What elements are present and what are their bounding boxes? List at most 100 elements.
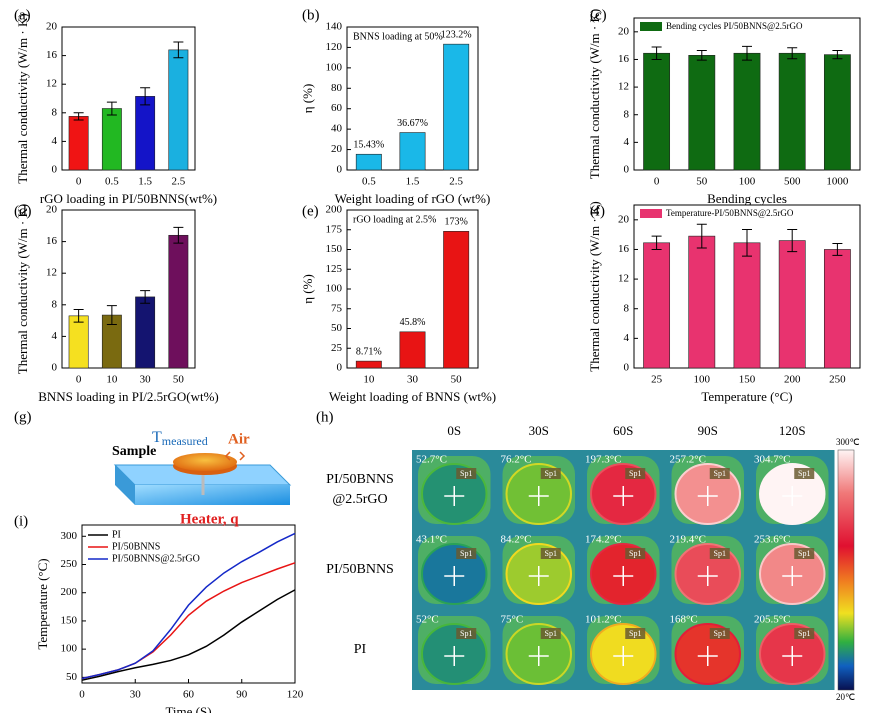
x-tick-label: 0: [654, 176, 660, 188]
error-bar: [140, 290, 151, 304]
x-axis-label: Bending cycles: [707, 191, 787, 206]
temperature-label: 197.3°C: [585, 454, 622, 466]
panel-label: (e): [302, 203, 319, 219]
y-tick-label: 120: [326, 41, 343, 53]
temperature-label: 174.2°C: [585, 534, 622, 546]
column-header: 90S: [698, 423, 718, 438]
x-tick-label: 90: [236, 689, 248, 701]
crosshair: [528, 486, 549, 506]
y-tick-label: 16: [618, 243, 630, 255]
y-tick-label: 16: [618, 53, 630, 65]
legend-label: PI/50BNNS@2.5rGO: [112, 553, 200, 564]
panel-label: (f): [590, 203, 605, 219]
panel-label: (i): [14, 513, 28, 529]
x-tick-label: 0: [79, 689, 85, 701]
crosshair: [528, 566, 549, 586]
temperature-label: 52°C: [416, 614, 439, 626]
crosshair: [613, 566, 634, 586]
bar: [168, 49, 189, 171]
x-tick-label: 30: [140, 374, 152, 386]
bar: [355, 153, 382, 171]
crosshair: [613, 646, 634, 666]
x-tick-label: 10: [106, 374, 118, 386]
bar: [823, 249, 851, 369]
y-tick-label: 4: [624, 136, 630, 148]
value-label: 123.2%: [441, 29, 472, 40]
y-tick-label: 75: [331, 302, 343, 314]
spot-label: Sp1: [460, 549, 472, 558]
bar: [355, 360, 382, 369]
crosshair: [444, 486, 465, 506]
x-tick-label: 0.5: [105, 176, 119, 188]
legend-swatch: [640, 209, 662, 218]
x-tick-label: 100: [694, 374, 711, 386]
value-label: 36.67%: [397, 118, 428, 129]
row-label: PI: [354, 642, 367, 657]
x-axis-label: rGO loading in PI/50BNNS(wt%): [40, 191, 217, 206]
column-header: 30S: [529, 423, 549, 438]
y-tick-label: 20: [46, 21, 58, 33]
measured-temp-label: Tmeasured: [152, 429, 208, 448]
error-bar: [140, 87, 151, 106]
spot-box: [540, 548, 561, 559]
spot-box: [456, 628, 477, 639]
y-axis-label: Thermal conductivity (W/m · K): [15, 13, 30, 183]
spot-box: [794, 468, 815, 479]
bar: [399, 331, 426, 369]
y-tick-label: 0: [337, 362, 343, 374]
y-tick-label: 200: [61, 586, 78, 598]
x-tick-label: 10: [363, 374, 375, 386]
legend-label: Bending cycles PI/50BNNS@2.5rGO: [666, 21, 803, 31]
crosshair: [444, 646, 465, 666]
annotation: BNNS loading at 50%: [353, 31, 443, 42]
panel-label: (h): [316, 409, 334, 425]
y-tick-label: 12: [618, 81, 629, 93]
heater-label: Heater, q: [180, 511, 239, 527]
bar: [823, 54, 851, 171]
temperature-label: 219.4°C: [670, 534, 707, 546]
panel-label: (a): [14, 7, 31, 23]
x-tick-label: 0.5: [362, 176, 376, 188]
panel-label: (b): [302, 7, 320, 23]
x-tick-label: 0: [76, 176, 82, 188]
error-bar: [173, 41, 184, 59]
y-tick-label: 12: [46, 78, 57, 90]
crosshair: [782, 486, 803, 506]
temperature-label: 76.2°C: [501, 454, 532, 466]
y-tick-label: 16: [46, 235, 58, 247]
y-tick-label: 4: [52, 135, 58, 147]
spot-label: Sp1: [629, 629, 641, 638]
column-header: 60S: [613, 423, 633, 438]
spot-label: Sp1: [460, 469, 472, 478]
bar: [443, 43, 470, 171]
y-tick-label: 12: [618, 273, 629, 285]
spot-label: Sp1: [545, 549, 557, 558]
error-bar: [696, 223, 707, 249]
setup-diagram: [113, 451, 292, 505]
y-tick-label: 8: [52, 106, 58, 118]
y-tick-label: 80: [331, 82, 343, 94]
y-tick-label: 60: [331, 102, 343, 114]
spot-label: Sp1: [545, 469, 557, 478]
annotation: rGO loading at 2.5%: [353, 214, 436, 225]
spot-label: Sp1: [798, 549, 810, 558]
y-tick-label: 100: [326, 61, 343, 73]
row-label: PI/50BNNS: [326, 562, 394, 577]
y-tick-label: 20: [46, 204, 58, 216]
spot-box: [625, 548, 646, 559]
panel-label: (d): [14, 203, 32, 219]
y-tick-label: 8: [624, 302, 630, 314]
spot-box: [456, 548, 477, 559]
y-tick-label: 0: [624, 164, 630, 176]
air-label: Air: [228, 431, 250, 447]
temperature-label: 43.1°C: [416, 534, 447, 546]
y-tick-label: 200: [326, 204, 343, 216]
y-tick-label: 175: [326, 223, 343, 235]
error-bar: [651, 46, 662, 60]
y-tick-label: 12: [46, 267, 57, 279]
plot-frame: [61, 26, 196, 171]
y-tick-label: 150: [61, 614, 78, 626]
bar: [778, 240, 806, 369]
y-tick-label: 25: [331, 342, 343, 354]
x-tick-label: 50: [451, 374, 463, 386]
